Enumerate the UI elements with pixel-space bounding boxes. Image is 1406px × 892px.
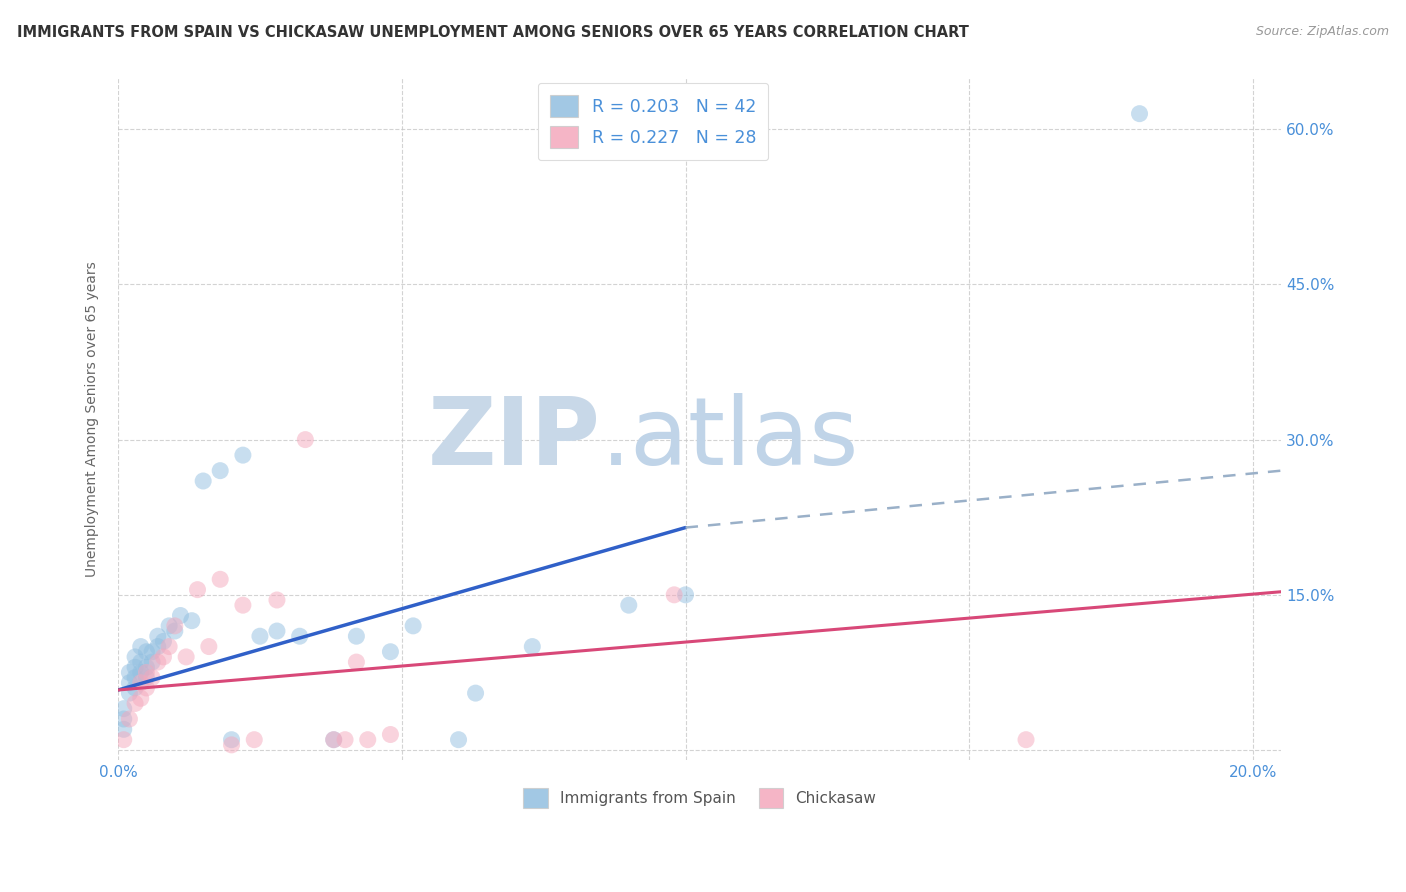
Point [112, 723, 135, 737]
Legend: Immigrants from Spain, Chickasaw: Immigrants from Spain, Chickasaw [517, 782, 883, 814]
Point [266, 593, 288, 607]
Point [141, 655, 163, 669]
Point [380, 645, 402, 659]
Point [124, 660, 146, 674]
Point [174, 649, 197, 664]
Point [294, 433, 316, 447]
Point [135, 665, 157, 680]
Point [152, 649, 174, 664]
Point [664, 588, 686, 602]
Y-axis label: Unemployment Among Seniors over 65 years: Unemployment Among Seniors over 65 years [86, 261, 100, 577]
Point [232, 598, 254, 612]
Point [380, 727, 402, 741]
Point [180, 614, 202, 628]
Point [322, 732, 344, 747]
Point [135, 645, 157, 659]
Point [118, 686, 141, 700]
Point [124, 681, 146, 695]
Point [124, 697, 146, 711]
Point [146, 640, 169, 654]
Point [141, 671, 163, 685]
Point [169, 608, 191, 623]
Point [112, 701, 135, 715]
Text: ZIP: ZIP [427, 393, 600, 485]
Point [118, 712, 141, 726]
Point [209, 464, 232, 478]
Point [522, 640, 544, 654]
Point [129, 655, 152, 669]
Text: IMMIGRANTS FROM SPAIN VS CHICKASAW UNEMPLOYMENT AMONG SENIORS OVER 65 YEARS CORR: IMMIGRANTS FROM SPAIN VS CHICKASAW UNEMP… [17, 25, 969, 40]
Text: .atlas: .atlas [600, 393, 859, 485]
Point [464, 686, 486, 700]
Point [1128, 106, 1150, 120]
Point [193, 474, 215, 488]
Point [152, 634, 174, 648]
Point [221, 732, 243, 747]
Point [157, 640, 180, 654]
Point [129, 640, 152, 654]
Point [163, 619, 186, 633]
Point [249, 629, 271, 643]
Point [288, 629, 311, 643]
Point [1015, 732, 1038, 747]
Point [221, 738, 243, 752]
Point [146, 655, 169, 669]
Point [135, 660, 157, 674]
Point [232, 448, 254, 462]
Point [675, 588, 697, 602]
Point [146, 629, 169, 643]
Point [333, 732, 356, 747]
Point [157, 619, 180, 633]
Point [209, 572, 232, 586]
Point [447, 732, 470, 747]
Point [112, 732, 135, 747]
Point [118, 675, 141, 690]
Point [243, 732, 266, 747]
Point [118, 665, 141, 680]
Point [617, 598, 640, 612]
Point [186, 582, 208, 597]
Point [129, 675, 152, 690]
Point [124, 649, 146, 664]
Point [357, 732, 380, 747]
Point [112, 712, 135, 726]
Point [124, 671, 146, 685]
Point [141, 645, 163, 659]
Point [135, 681, 157, 695]
Point [129, 691, 152, 706]
Point [198, 640, 221, 654]
Text: Source: ZipAtlas.com: Source: ZipAtlas.com [1256, 25, 1389, 38]
Point [322, 732, 344, 747]
Point [266, 624, 288, 638]
Point [135, 671, 157, 685]
Point [402, 619, 425, 633]
Point [129, 665, 152, 680]
Point [344, 629, 367, 643]
Point [163, 624, 186, 638]
Point [344, 655, 367, 669]
